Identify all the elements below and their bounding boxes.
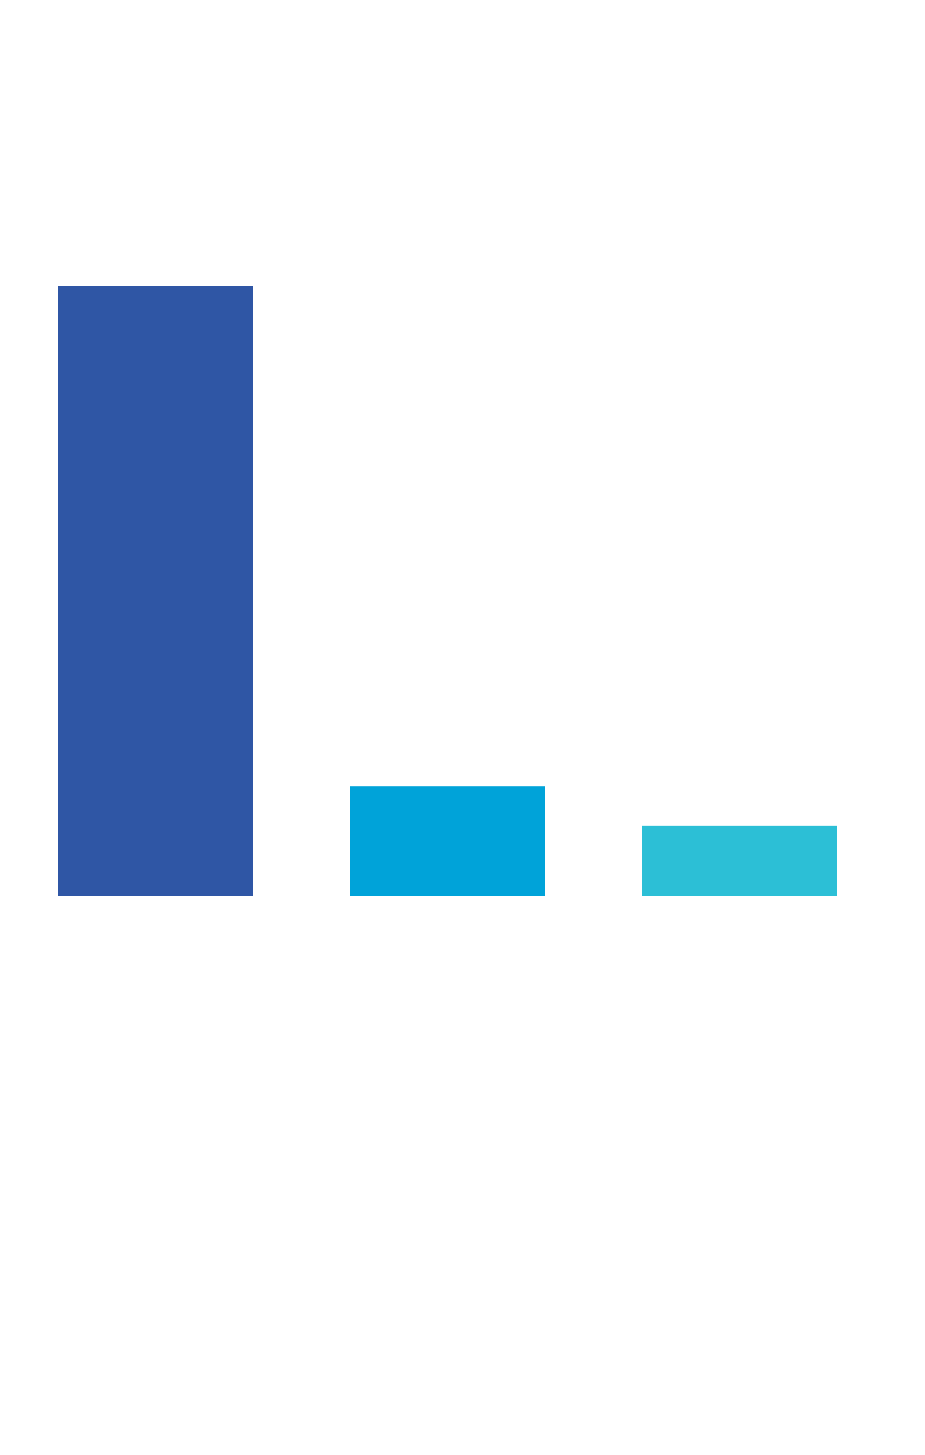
bar-2 <box>350 786 545 896</box>
bar-1 <box>58 286 253 896</box>
bar-3 <box>642 825 837 896</box>
